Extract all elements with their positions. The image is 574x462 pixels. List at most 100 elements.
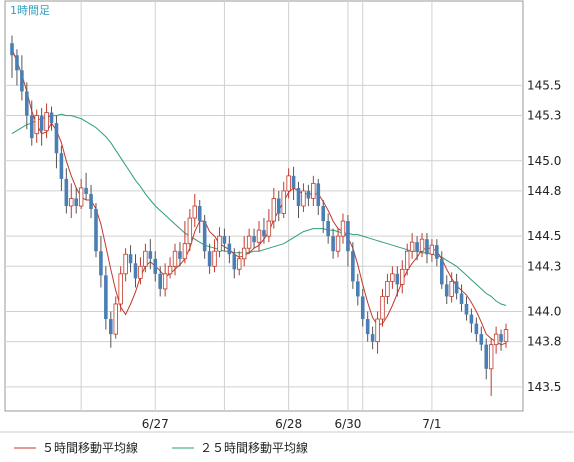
candle-body-down [370,334,375,342]
candle-body-up [335,235,341,252]
candle-body-down [20,70,24,92]
legend-label: ２５時間移動平均線 [200,440,308,455]
y-tick-label: 144.5 [527,229,561,243]
candle-body-up [286,175,291,192]
candle-body-down [49,112,54,124]
y-tick-label: 144.8 [527,184,561,198]
y-axis: 145.5 145.3 145.0 144.8 144.5 144.3 144.0 143.8… [527,78,561,393]
candle-body-down [326,221,330,237]
legend: ５時間移動平均線 ２５時間移動平均線 [14,440,308,455]
candle-body-down [148,251,153,259]
candle-body-up [271,198,277,222]
candle-body-down [484,344,489,369]
candle-body-down [94,209,98,252]
candle-body-down [365,319,370,335]
candle-body-down [331,236,335,252]
y-tick-label: 145.3 [527,109,561,123]
candle-body-down [435,245,439,259]
candle-body-up [419,238,425,252]
candle-body-up [34,115,39,135]
x-tick-label: 6/28 [275,417,302,431]
candle-body-up [192,205,197,219]
candle-body-down [10,43,14,56]
candle-body-up [409,241,415,252]
candle-body-down [321,206,326,222]
candle-body-down [227,243,232,255]
candle-body-up [340,220,346,237]
candle-body-up [311,182,316,199]
candle-body-down [296,187,301,206]
x-tick-label: 7/1 [422,417,441,431]
candle-body-up [256,229,262,243]
candle-body-down [346,221,350,252]
candle-body-up [237,258,242,270]
candle-body-up [167,265,173,275]
candle-body-up [281,190,286,214]
candle-body-down [464,303,469,315]
candlesticks [10,35,509,396]
candle-body-down [207,251,212,267]
candle-body-up [503,329,509,343]
y-tick-label: 144.0 [527,305,561,319]
candle-body-down [202,221,207,252]
candle-body-down [222,236,227,244]
candle-body-down [262,230,266,237]
candle-body-down [425,239,429,255]
candle-body-down [291,175,296,188]
y-tick-label: 143.8 [527,335,561,349]
candle-body-down [444,284,449,297]
candle-body-up [187,217,193,245]
candle-body-up [493,333,499,346]
x-tick-label: 6/27 [142,417,169,431]
candle-body-down [276,198,281,214]
candle-body-up [113,303,118,335]
candle-body-up [385,280,390,297]
candle-body-up [429,244,435,255]
candle-body-down [232,254,237,270]
period-label: 1時間足 [10,4,50,17]
candle-body-up [266,220,272,237]
candle-body-down [395,273,400,285]
candle-body-up [404,250,410,270]
candle-body-up [390,273,395,282]
candle-body-down [84,187,88,194]
candle-body-up [400,268,405,285]
candle-body-up [212,250,217,267]
candle-body-down [499,334,503,342]
y-tick-label: 144.3 [527,259,561,273]
candle-body-up [241,247,247,260]
candle-body-down [178,251,182,259]
candle-body-up [488,344,494,370]
candle-body-down [133,263,138,279]
candle-body-down [459,293,464,304]
y-tick-label: 145.5 [527,78,561,92]
candle-body-down [25,91,29,116]
candle-body-down [158,273,162,289]
candle-body-down [474,323,479,335]
candle-body-down [252,236,256,243]
horizontal-grid [5,84,523,388]
candle-body-down [415,242,419,252]
candle-body-down [306,190,311,199]
candle-body-down [104,275,108,320]
candle-body-down [360,296,365,320]
candle-body-down [89,193,93,210]
candle-body-down [109,319,113,335]
candle-body-up [143,250,148,267]
candle-body-down [454,281,459,294]
candle-body-up [172,250,178,267]
candle-body-up [217,235,222,252]
candle-body-down [54,123,59,154]
candle-body-down [351,251,355,282]
candle-body-up [246,235,252,249]
candle-body-up [182,243,188,260]
candle-body-down [439,258,444,285]
candle-body-down [316,183,321,206]
candle-body-up [69,198,74,207]
candle-body-down [59,153,64,179]
candle-body-up [78,187,84,207]
candle-body-up [380,296,385,320]
candle-body-down [99,251,103,276]
candle-body-down [197,206,202,222]
